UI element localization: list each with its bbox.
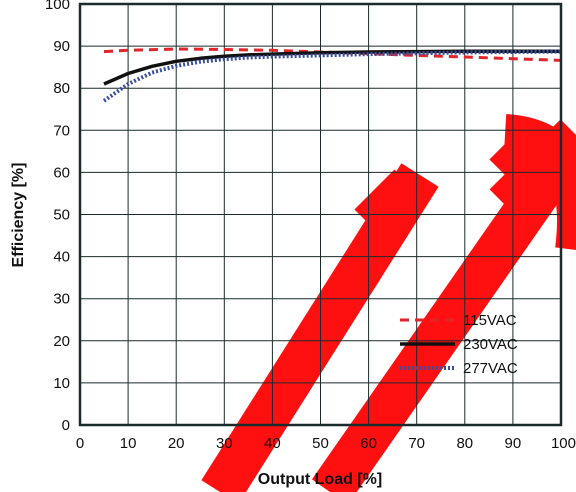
y-tick-label-20: 20	[53, 333, 70, 350]
x-tick-labels: 0 10 20 30 40 50 60 70 80 90 100	[76, 435, 576, 452]
x-tick-label-0: 0	[76, 435, 84, 452]
plot-frame	[78, 2, 563, 427]
y-tick-label-70: 70	[53, 122, 70, 139]
x-tick-label-70: 70	[408, 435, 425, 452]
x-tick-label-10: 10	[120, 435, 137, 452]
x-tick-label-60: 60	[360, 435, 377, 452]
legend-label-230VAC: 230VAC	[463, 336, 518, 353]
y-tick-label-80: 80	[53, 80, 70, 97]
legend-label-115VAC: 115VAC	[463, 312, 517, 329]
x-tick-label-50: 50	[312, 435, 329, 452]
watermark-curve	[502, 114, 576, 250]
x-tick-label-30: 30	[216, 435, 233, 452]
series-line-230VAC	[103, 49, 561, 86]
x-tick-label-80: 80	[456, 435, 473, 452]
x-tick-label-90: 90	[505, 435, 522, 452]
x-tick-label-40: 40	[264, 435, 281, 452]
y-tick-label-50: 50	[53, 207, 70, 224]
x-axis-title: Output Load [%]	[258, 471, 382, 488]
x-tick-label-100: 100	[551, 435, 576, 452]
legend-label-277VAC: 277VAC	[463, 360, 518, 377]
x-tick-label-20: 20	[168, 435, 185, 452]
y-tick-label-30: 30	[53, 291, 70, 308]
series-line-277VAC	[102, 49, 562, 103]
y-tick-label-90: 90	[53, 38, 70, 55]
y-tick-label-100: 100	[45, 0, 70, 13]
watermark-stroke-2	[354, 169, 426, 241]
series-layer	[102, 47, 562, 103]
y-tick-label-40: 40	[53, 249, 70, 266]
y-tick-label-60: 60	[53, 164, 70, 181]
y-tick-labels: 0 10 20 30 40 50 60 70 80 90 100	[45, 0, 70, 434]
y-tick-label-0: 0	[62, 417, 70, 434]
y-tick-label-10: 10	[53, 375, 70, 392]
y-axis-title: Efficiency [%]	[10, 163, 27, 268]
legend: 115VAC 230VAC 277VAC	[400, 312, 518, 377]
